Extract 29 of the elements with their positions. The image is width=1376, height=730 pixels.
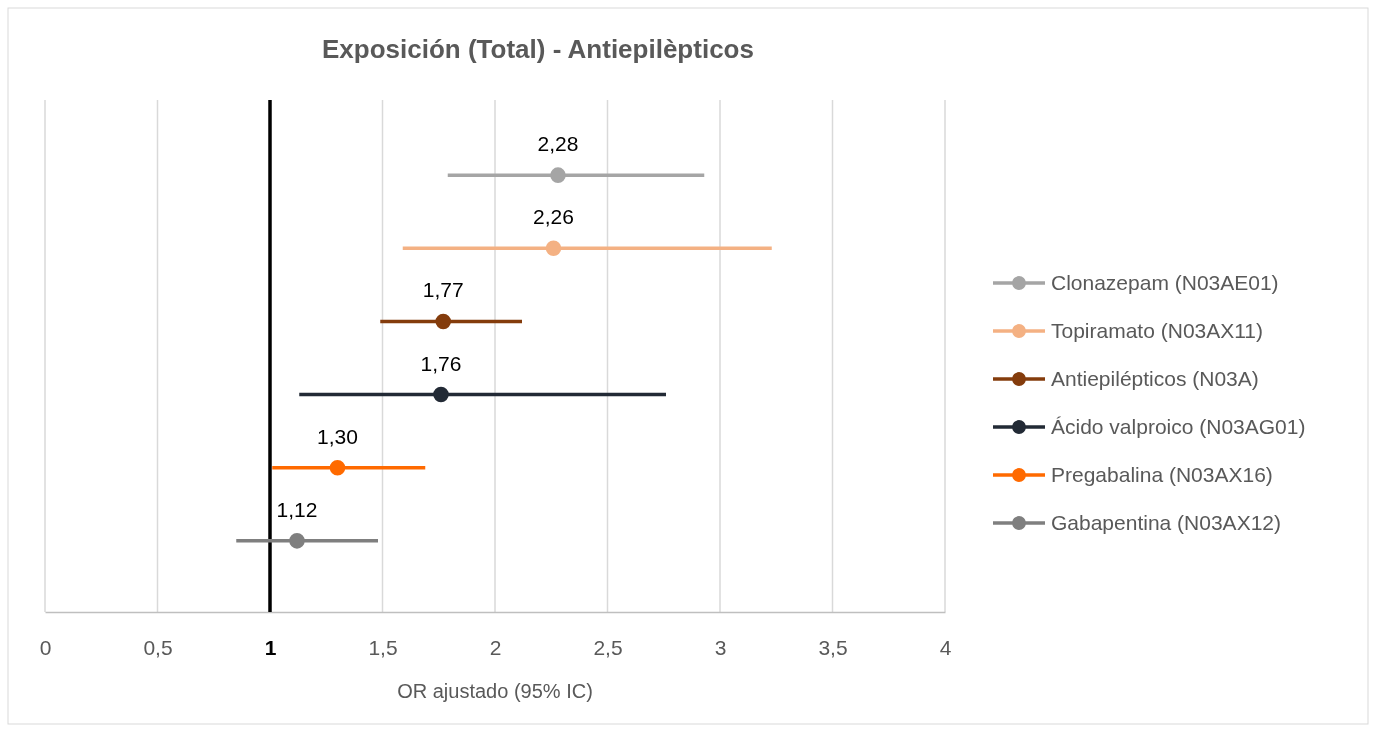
chart-title: Exposición (Total) - Antiepilèpticos xyxy=(322,34,754,64)
data-label: 1,12 xyxy=(276,497,318,521)
x-axis-title: OR ajustado (95% IC) xyxy=(397,680,593,702)
data-label: 1,30 xyxy=(317,424,358,448)
point xyxy=(435,313,452,330)
point xyxy=(433,386,449,403)
data-label: 1,77 xyxy=(422,278,464,302)
x-tick-label: 3,5 xyxy=(818,635,848,659)
data-label: 2,26 xyxy=(533,205,574,229)
legend-label: Ácido valproico (N03AG01) xyxy=(1051,415,1306,438)
x-tick-label: 2 xyxy=(489,635,502,659)
x-tick-label: 2,5 xyxy=(593,635,623,659)
data-label: 2,28 xyxy=(537,132,579,156)
point xyxy=(545,240,562,257)
x-tick-label: 0,5 xyxy=(143,635,173,659)
data-label: 1,76 xyxy=(420,351,462,375)
legend-label: Clonazepam (N03AE01) xyxy=(1051,271,1279,294)
legend-label: Topiramato (N03AX11) xyxy=(1051,319,1264,342)
legend-label: Gabapentina (N03AX12) xyxy=(1051,511,1281,534)
x-tick-label: 1 xyxy=(264,635,277,659)
legend-label: Pregabalina (N03AX16) xyxy=(1051,463,1273,486)
x-tick-label: 4 xyxy=(939,635,952,659)
x-tick-label: 0 xyxy=(39,635,52,659)
point xyxy=(329,459,346,476)
x-tick-label: 1,5 xyxy=(368,635,398,659)
point xyxy=(289,533,305,549)
point xyxy=(550,167,566,183)
legend-label: Antiepilépticos (N03A) xyxy=(1051,367,1259,390)
x-tick-label: 3 xyxy=(714,635,727,659)
